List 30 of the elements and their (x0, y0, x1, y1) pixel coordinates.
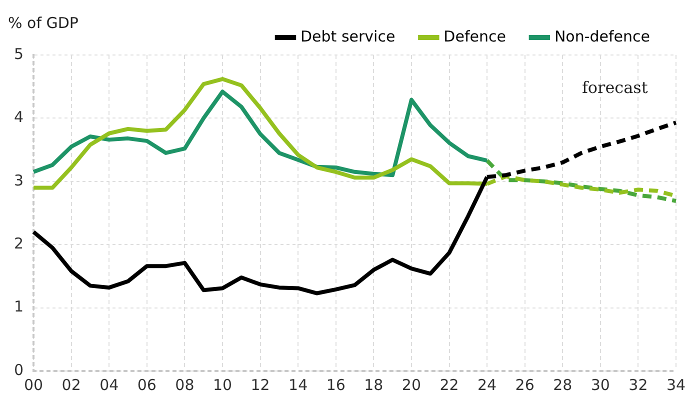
x-tick-label: 20 (402, 376, 422, 394)
x-tick-label: 26 (515, 376, 534, 394)
legend-label: Non-defence (554, 27, 650, 46)
legend-label: Debt service (300, 27, 396, 46)
y-axis-title: % of GDP (8, 14, 78, 32)
y-tick-label: 2 (14, 234, 24, 252)
line-series (485, 158, 678, 203)
x-tick-label: 34 (666, 376, 686, 394)
y-tick-label: 3 (14, 171, 24, 190)
y-tick-label: 0 (14, 360, 24, 379)
y-tick-label: 4 (14, 108, 24, 126)
x-tick-label: 04 (100, 376, 119, 394)
legend-label: Defence (444, 27, 506, 46)
x-tick-label: 08 (175, 376, 194, 394)
x-tick-label: 14 (288, 376, 308, 394)
annotation: forecast (582, 78, 648, 97)
x-tick-label: 24 (477, 376, 497, 394)
y-tick-label: 5 (14, 44, 24, 63)
x-tick-label: 30 (590, 376, 610, 394)
x-tick-label: 02 (62, 376, 81, 394)
x-tick-label: 10 (212, 376, 232, 394)
x-tick-label: 28 (553, 376, 572, 394)
x-tick-label: 12 (250, 376, 270, 394)
x-tick-label: 00 (24, 376, 44, 394)
y-tick-label: 1 (14, 298, 24, 316)
x-tick-label: 32 (628, 376, 648, 394)
x-tick-label: 18 (364, 376, 384, 394)
x-tick-label: 16 (326, 376, 346, 394)
x-tick-label: 06 (137, 376, 156, 394)
x-tick-label: 22 (440, 376, 459, 394)
